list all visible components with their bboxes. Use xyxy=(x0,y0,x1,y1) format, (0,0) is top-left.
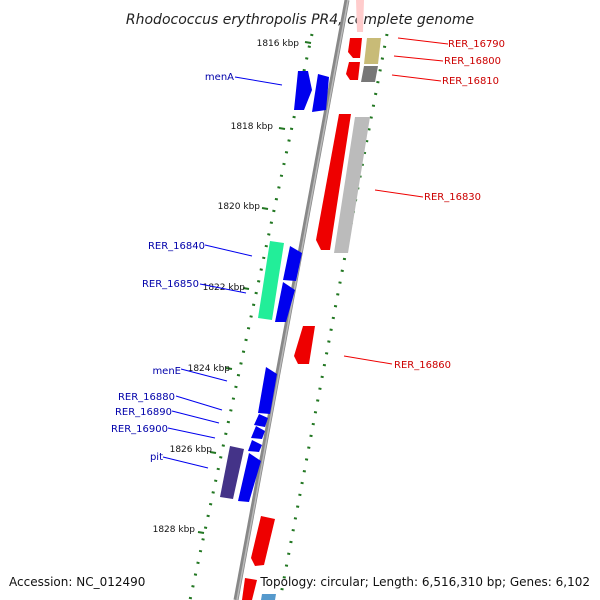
left-track-dots xyxy=(188,33,314,600)
tick-label-1824: 1824 kbp xyxy=(188,364,231,374)
tick-1826: 1826 kbp xyxy=(170,445,217,455)
gene-pit-purple[interactable] xyxy=(220,446,244,499)
gene-rer-16790-body[interactable] xyxy=(348,38,362,58)
gene-mena-1[interactable] xyxy=(294,71,312,110)
left-leader-lines xyxy=(162,76,283,469)
gene-lower-red-1[interactable] xyxy=(251,516,275,566)
tick-label-1828: 1828 kbp xyxy=(153,525,196,535)
gene-rer-16850[interactable] xyxy=(275,282,295,322)
gene-label-rer-16790: RER_16790 xyxy=(448,39,505,50)
gene-label-mena: menA xyxy=(205,72,234,83)
gene-label-rer-16890: RER_16890 xyxy=(115,407,172,418)
gene-rer-16880[interactable] xyxy=(254,414,268,427)
gene-rer-16830-red[interactable] xyxy=(316,114,351,250)
gene-label-rer-16830: RER_16830 xyxy=(424,192,481,203)
right-leader-lines xyxy=(343,37,449,365)
tick-label-1822: 1822 kbp xyxy=(203,283,246,293)
gene-lower-blue[interactable] xyxy=(261,594,276,600)
tick-1818: 1818 kbp xyxy=(231,122,286,132)
tick-label-1816: 1816 kbp xyxy=(257,39,300,49)
tick-label-1820: 1820 kbp xyxy=(218,202,261,212)
gene-label-rer-16900: RER_16900 xyxy=(111,424,168,435)
gene-rer-16900[interactable] xyxy=(248,440,262,452)
gene-rer-16830-grey[interactable] xyxy=(334,117,370,253)
tick-1824: 1824 kbp xyxy=(188,364,233,374)
tick-1828: 1828 kbp xyxy=(153,525,205,535)
gene-mena-2[interactable] xyxy=(312,74,329,112)
gene-rer-16890[interactable] xyxy=(251,426,265,439)
tick-1822: 1822 kbp xyxy=(203,283,250,293)
tick-label-1826: 1826 kbp xyxy=(170,445,213,455)
tick-1816: 1816 kbp xyxy=(257,39,312,49)
gene-rer-16800[interactable] xyxy=(364,38,381,64)
gene-rer-16790-arrow[interactable] xyxy=(356,0,364,32)
gene-label-rer-16850: RER_16850 xyxy=(142,279,199,290)
gene-label-rer-16800: RER_16800 xyxy=(444,56,501,67)
genome-backbone-highlight xyxy=(236,0,349,600)
gene-rer-16860[interactable] xyxy=(294,326,315,364)
gene-mene[interactable] xyxy=(258,367,277,414)
topology-text: Topology: circular; Length: 6,516,310 bp… xyxy=(259,575,590,589)
gene-label-rer-16840: RER_16840 xyxy=(148,241,205,252)
right-track-dots xyxy=(278,33,389,600)
gene-label-pit: pit xyxy=(150,452,163,463)
gene-label-rer-16880: RER_16880 xyxy=(118,392,175,403)
map-title: Rhodococcus erythropolis PR4, complete g… xyxy=(126,12,474,28)
gene-rer-16840-teal[interactable] xyxy=(258,241,284,320)
gene-label-rer-16810: RER_16810 xyxy=(442,76,499,87)
gene-pit-blue[interactable] xyxy=(238,453,261,502)
gene-rer-16810[interactable] xyxy=(361,66,378,82)
gene-label-rer-16860: RER_16860 xyxy=(394,360,451,371)
gene-rer-16840-blue[interactable] xyxy=(283,246,302,281)
gene-label-mene: menE xyxy=(152,366,181,377)
tick-label-1818: 1818 kbp xyxy=(231,122,274,132)
accession-text: Accession: NC_012490 xyxy=(9,575,145,589)
tick-1820: 1820 kbp xyxy=(218,202,269,212)
gene-lower-red-2[interactable] xyxy=(242,578,257,600)
gene-rer-16800-red[interactable] xyxy=(346,62,360,80)
